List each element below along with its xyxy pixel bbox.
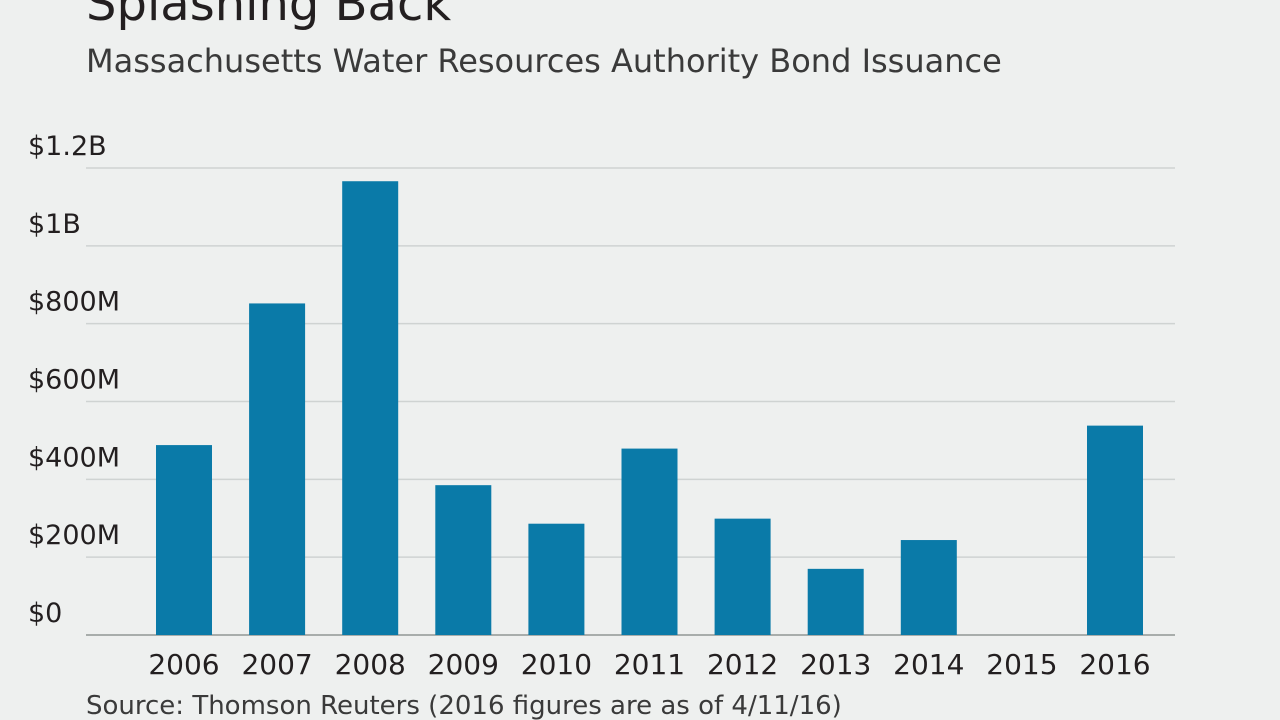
x-tick-label-2011: 2011 [614,648,685,681]
bar-2010 [528,523,585,635]
bar-2012 [714,518,771,635]
x-tick-label-2006: 2006 [148,648,219,681]
bar-2016 [1087,425,1143,635]
x-tick-label-2010: 2010 [521,648,592,681]
y-tick-label: $800M [28,287,120,318]
x-tick-label-2014: 2014 [893,648,964,681]
bar-2014 [900,540,957,635]
y-tick-label: $1.2B [28,131,107,162]
bar-2013 [807,568,864,635]
bar-2009 [435,485,492,635]
x-tick-label-2009: 2009 [428,648,499,681]
x-tick-label-2008: 2008 [335,648,406,681]
bar-2007 [249,303,306,635]
bars [156,181,1143,635]
chart-title: Splashing Back [86,0,452,32]
x-tick-label-2007: 2007 [241,648,312,681]
bar-2006 [156,445,212,635]
x-axis-tick-labels: 2006 2007 2008 2009 2010 2011 2012 2013 2014 2015… [148,648,1150,681]
y-tick-label: $1B [28,209,81,240]
x-tick-label-2015: 2015 [986,648,1057,681]
y-tick-label: $400M [28,442,120,473]
chart-subtitle: Massachusetts Water Resources Authority … [86,42,1002,80]
x-tick-label-2016: 2016 [1079,648,1150,681]
chart-source-note: Source: Thomson Reuters (2016 figures ar… [86,691,842,720]
y-tick-label: $600M [28,365,120,396]
y-tick-label: $0 [28,598,62,629]
x-tick-label-2013: 2013 [800,648,871,681]
y-tick-label: $200M [28,520,120,551]
bar-2008 [342,181,399,635]
bar-2011 [621,448,678,635]
y-axis-tick-labels: $0 $200M $400M $600M $800M $1B $1.2B [28,131,120,629]
x-tick-label-2012: 2012 [707,648,778,681]
